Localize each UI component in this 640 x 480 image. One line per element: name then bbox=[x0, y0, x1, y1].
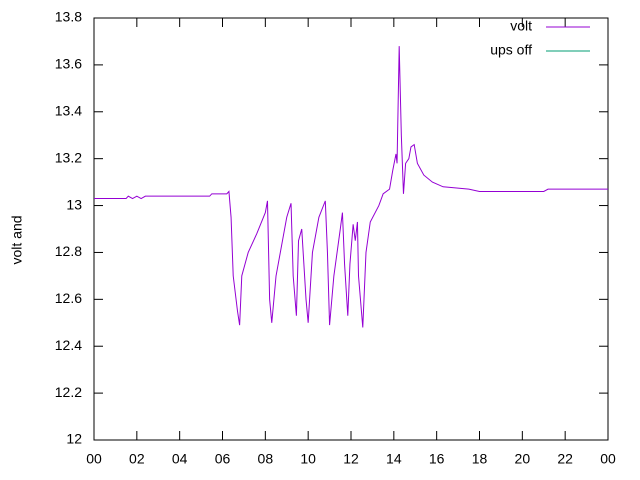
y-tick-label: 12.4 bbox=[55, 337, 82, 353]
x-tick-label: 16 bbox=[429, 451, 445, 467]
y-tick-label: 13.6 bbox=[55, 56, 82, 72]
y-tick-label: 13 bbox=[66, 196, 82, 212]
y-tick-label: 12 bbox=[66, 431, 82, 447]
x-tick-label: 10 bbox=[300, 451, 316, 467]
legend-label: volt bbox=[510, 18, 532, 34]
x-tick-label: 12 bbox=[343, 451, 359, 467]
x-tick-label: 00 bbox=[600, 451, 616, 467]
legend-label: ups off bbox=[490, 42, 532, 58]
x-tick-label: 14 bbox=[386, 451, 402, 467]
x-tick-label: 20 bbox=[515, 451, 531, 467]
x-tick-label: 06 bbox=[215, 451, 231, 467]
plot-border bbox=[93, 17, 609, 441]
series-line bbox=[94, 46, 608, 328]
x-tick-label: 22 bbox=[557, 451, 573, 467]
y-tick-label: 12.2 bbox=[55, 384, 82, 400]
x-tick-label: 18 bbox=[472, 451, 488, 467]
y-tick-label: 13.8 bbox=[55, 9, 82, 25]
x-tick-label: 08 bbox=[258, 451, 274, 467]
x-tick-label: 02 bbox=[129, 451, 145, 467]
x-tick-label: 00 bbox=[86, 451, 102, 467]
y-tick-label: 13.2 bbox=[55, 149, 82, 165]
y-tick-label: 13.4 bbox=[55, 102, 82, 118]
y-tick-label: 12.6 bbox=[55, 290, 82, 306]
y-axis-label: volt and bbox=[9, 215, 25, 264]
y-tick-label: 12.8 bbox=[55, 243, 82, 259]
x-tick-label: 04 bbox=[172, 451, 188, 467]
